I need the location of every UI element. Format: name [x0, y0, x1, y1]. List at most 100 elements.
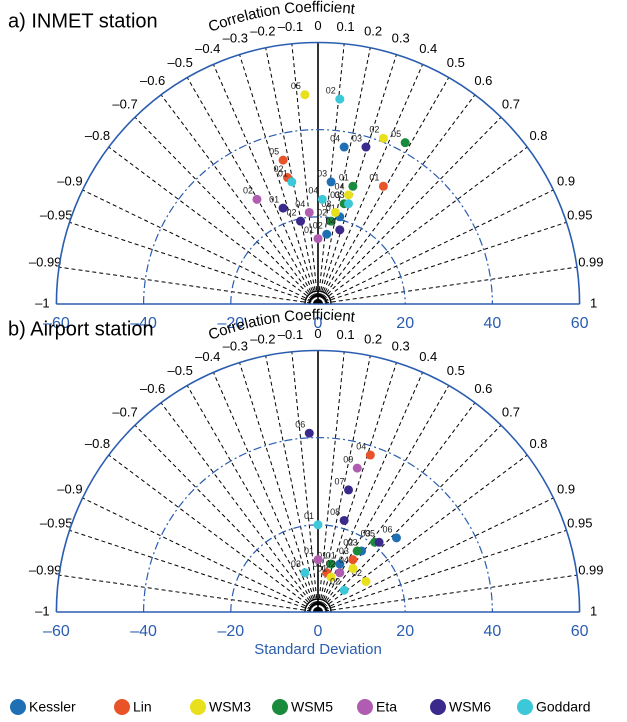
legend-label: WSM3 [209, 699, 251, 715]
point-label: 01 [317, 550, 327, 560]
legend-swatch [114, 699, 130, 715]
corr-line [58, 266, 319, 305]
data-point [296, 216, 306, 226]
data-point [344, 190, 354, 200]
corr-tick-label: –0.95 [40, 515, 73, 530]
data-point [348, 563, 358, 573]
point-label: 01 [269, 194, 279, 204]
data-point [352, 546, 362, 556]
data-point [335, 225, 345, 235]
corr-tick-label: 0.1 [337, 327, 355, 342]
corr-tick-label: 1 [590, 603, 597, 618]
point-label: 03 [352, 133, 362, 143]
point-label: 03 [339, 546, 349, 556]
corr-tick-label: –0.8 [85, 128, 110, 143]
data-point [361, 576, 371, 586]
data-point [322, 229, 332, 239]
point-label: 01 [326, 550, 336, 560]
corr-tick-label: –0.99 [29, 255, 62, 270]
data-point [335, 94, 345, 104]
corr-tick-label: –0.95 [40, 207, 73, 222]
data-point [278, 155, 288, 165]
corr-tick-label: 0.3 [392, 339, 410, 354]
data-point [348, 181, 358, 191]
center-arc [304, 598, 332, 613]
corr-tick-label: 0.4 [419, 41, 437, 56]
point-label: 02 [352, 568, 362, 578]
legend-swatch [10, 699, 26, 715]
outer-arc [55, 349, 581, 613]
legend-label: WSM6 [449, 699, 491, 715]
point-label: 02 [343, 537, 353, 547]
corr-tick-label: 0.2 [364, 23, 382, 38]
corr-line [82, 189, 319, 305]
data-point [339, 142, 349, 152]
corr-line [317, 189, 554, 305]
corr-line [69, 221, 319, 305]
corr-line [317, 221, 567, 305]
corr-line [186, 77, 319, 305]
data-point [374, 537, 384, 547]
data-point [335, 559, 345, 569]
corr-tick-label: –0.3 [223, 31, 248, 46]
sd-arc [143, 437, 493, 613]
corr-tick-label: 0.3 [392, 31, 410, 46]
corr-line [317, 351, 345, 613]
data-point [313, 520, 323, 530]
data-point [400, 138, 410, 148]
point-label: 02 [287, 208, 297, 218]
corr-line [317, 54, 397, 305]
corr-line [186, 385, 319, 613]
corr-tick-label: 0.95 [567, 207, 592, 222]
data-point [326, 177, 336, 187]
corr-line [317, 529, 567, 613]
corr-tick-label: –0.5 [168, 363, 193, 378]
corr-tick-label: –0.4 [195, 41, 220, 56]
point-label: 01 [326, 203, 336, 213]
corr-line [265, 355, 319, 613]
corr-tick-label: 0.8 [529, 436, 547, 451]
point-label: 03 [335, 190, 345, 200]
corr-line [317, 47, 371, 305]
point-label: 03 [317, 168, 327, 178]
point-label: 02 [243, 186, 253, 196]
corr-tick-label: 0.95 [567, 515, 592, 530]
corr-line [317, 146, 528, 305]
data-point [252, 194, 262, 204]
point-label: 02 [326, 559, 336, 569]
legend-label: Eta [376, 699, 397, 715]
center-arc [312, 606, 324, 613]
corr-tick-label: –0.7 [112, 97, 137, 112]
corr-line [317, 77, 450, 305]
corr-tick-label: 0.5 [447, 55, 465, 70]
corr-tick-label: –0.3 [223, 339, 248, 354]
corr-tick-label: –0.8 [85, 436, 110, 451]
x-tick-label: 20 [396, 623, 414, 640]
point-label: 07 [335, 476, 345, 486]
corr-line [160, 402, 319, 613]
corr-line [317, 362, 397, 613]
data-point [344, 485, 354, 495]
corr-tick-label: 0.7 [502, 97, 520, 112]
corr-tick-label: 0.1 [337, 19, 355, 34]
corr-line [317, 116, 502, 305]
point-label: 05 [269, 146, 279, 156]
corr-tick-label: 0.9 [557, 173, 575, 188]
data-point [391, 533, 401, 543]
corr-line [265, 47, 319, 305]
corr-line [291, 43, 319, 305]
x-tick-label: –60 [43, 315, 70, 332]
point-label: 03 [330, 190, 340, 200]
corr-line [82, 497, 319, 613]
data-point [361, 142, 371, 152]
data-point [300, 568, 310, 578]
corr-line [108, 454, 319, 613]
corr-line [58, 574, 319, 613]
corr-tick-label: 0.6 [474, 381, 492, 396]
point-label: 03 [348, 537, 358, 547]
corr-tick-label: 1 [590, 295, 597, 310]
point-label: 04 [295, 199, 305, 209]
legend-label: Kessler [29, 699, 76, 715]
corr-tick-label: 0.8 [529, 128, 547, 143]
